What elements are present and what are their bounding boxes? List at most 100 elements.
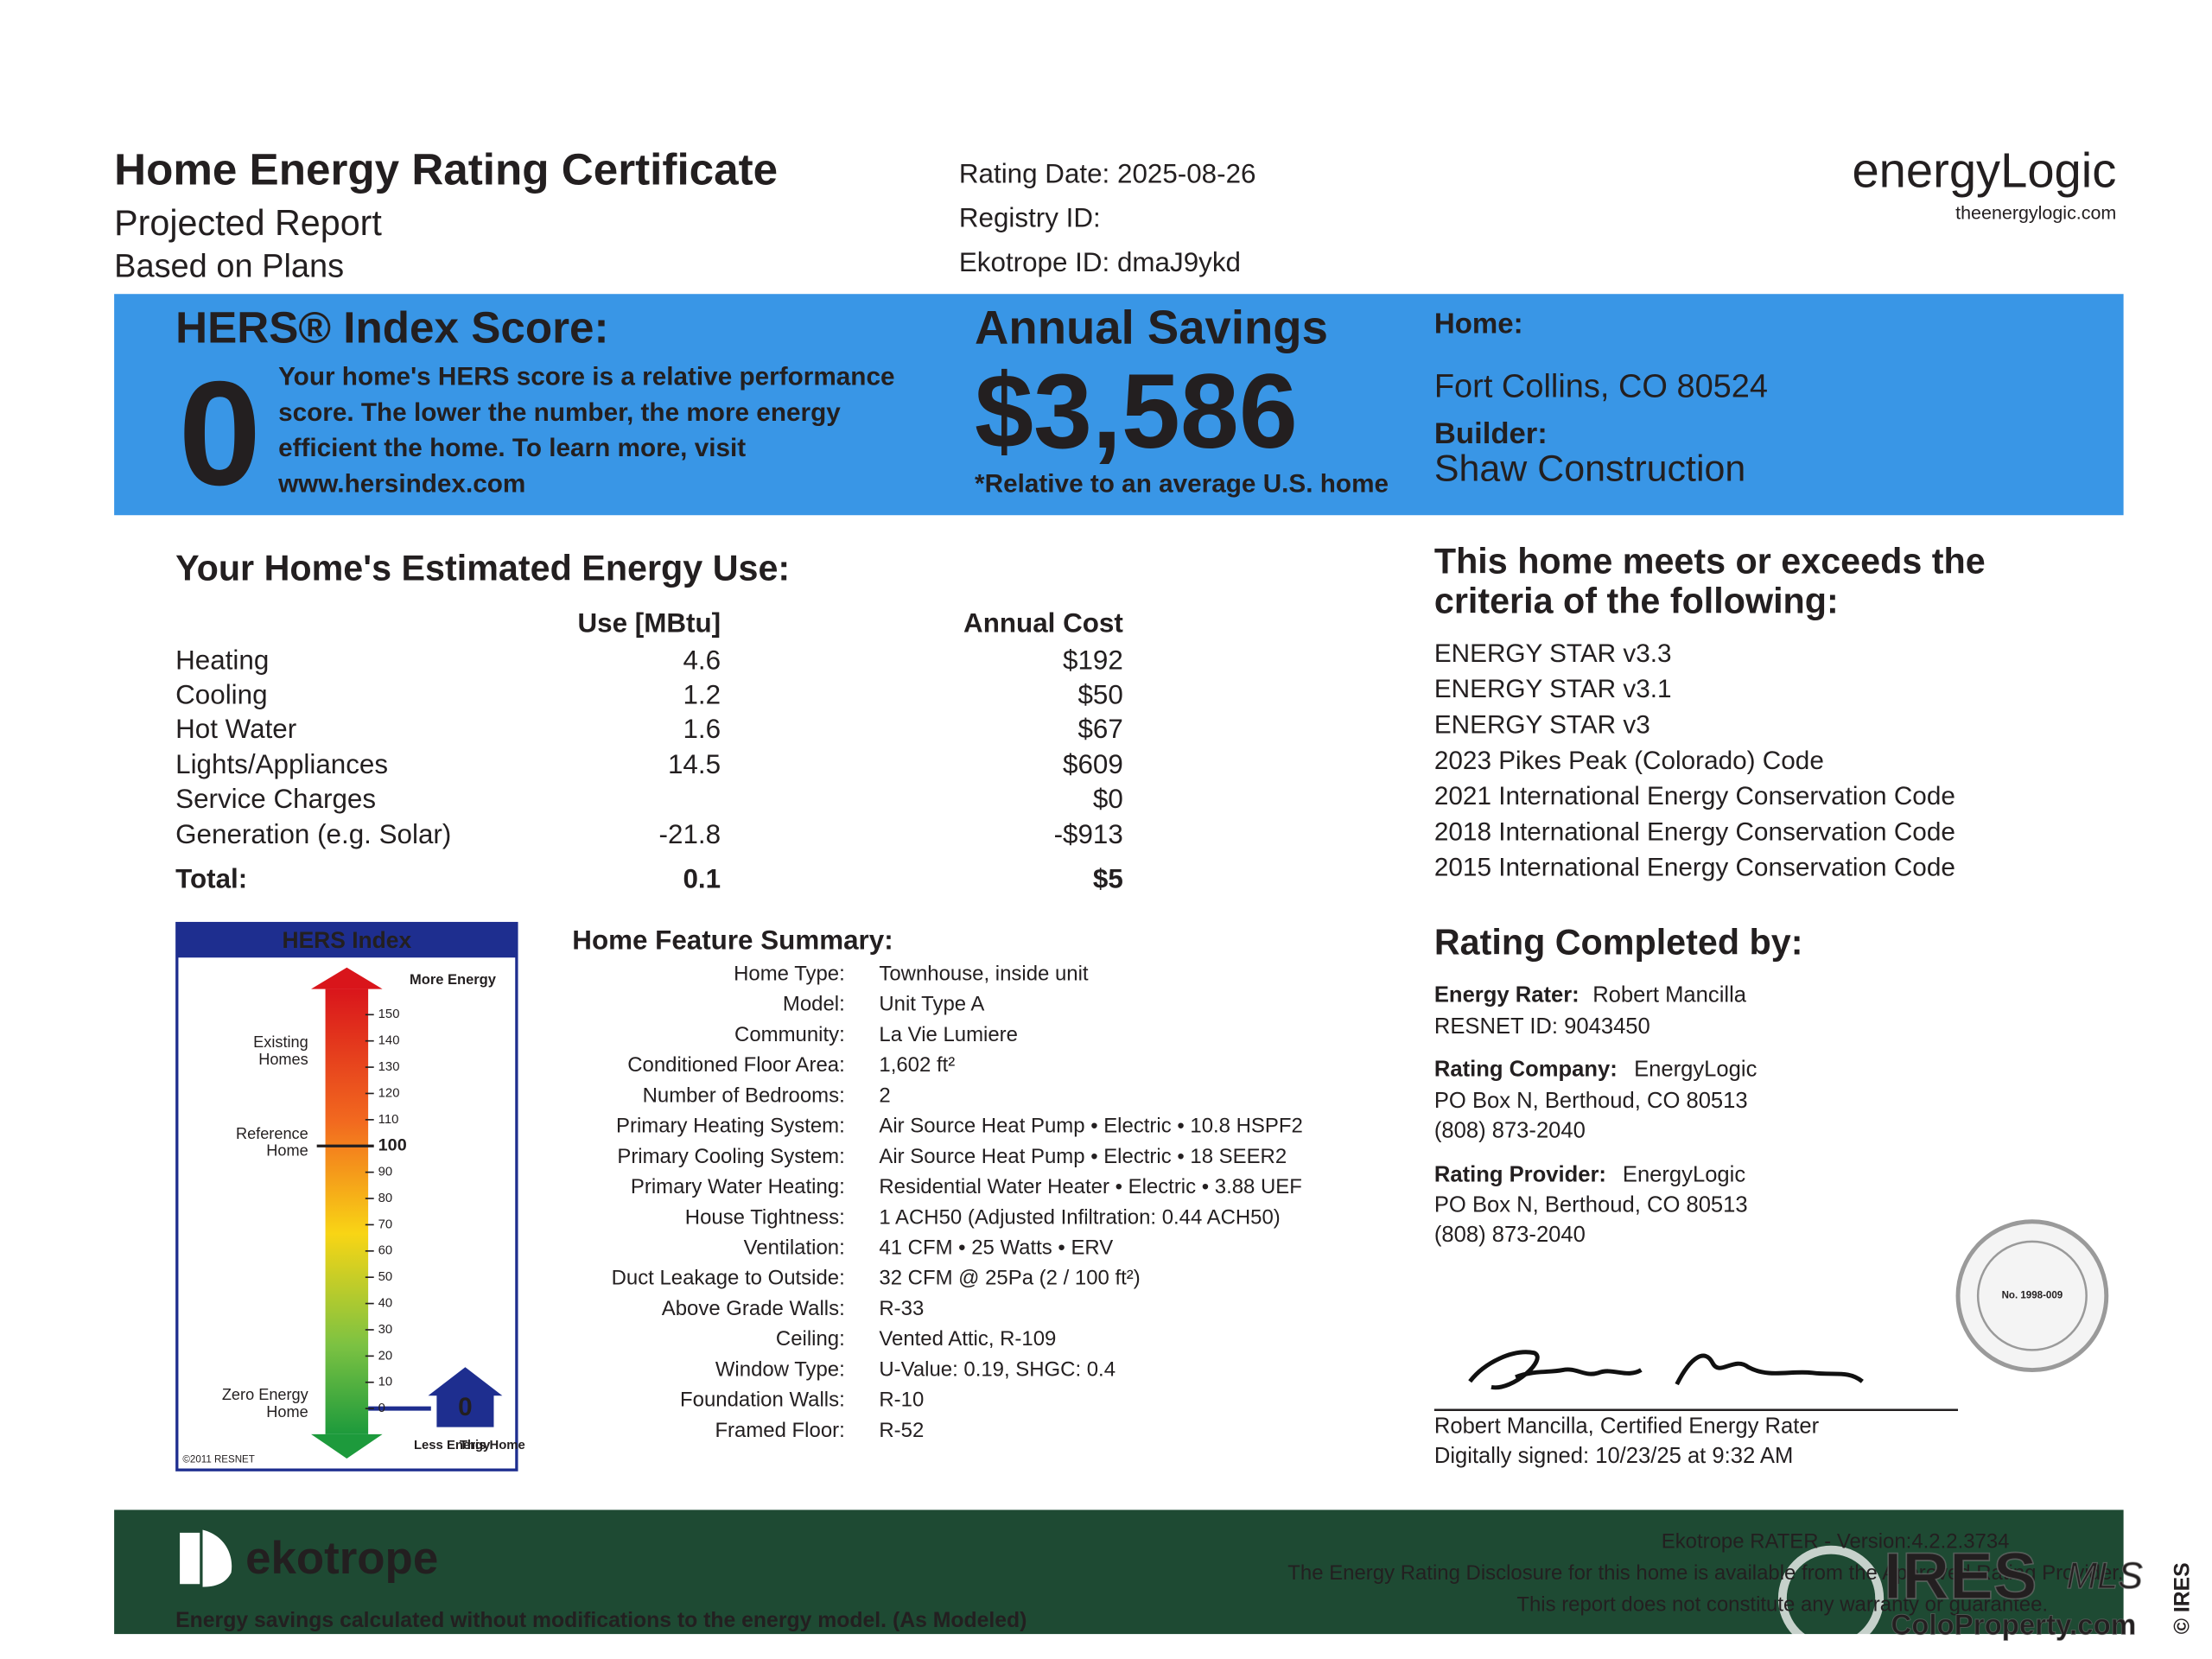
criteria-item: 2021 International Energy Conservation C… — [1434, 782, 1955, 810]
up-arrow — [311, 967, 383, 989]
feature-label: Framed Floor: — [715, 1419, 844, 1442]
feature-value: Air Source Heat Pump • Electric • 18 SEE… — [879, 1145, 1287, 1168]
scale-label: 70 — [378, 1217, 393, 1231]
scale-annotation: Existing — [253, 1033, 308, 1051]
feature-label: Community: — [734, 1023, 845, 1046]
feature-value: Air Source Heat Pump • Electric • 10.8 H… — [879, 1115, 1302, 1138]
down-arrow — [311, 1433, 383, 1459]
feature-value: U-Value: 0.19, SHGC: 0.4 — [879, 1357, 1116, 1381]
copyright: ©2011 RESNET — [182, 1455, 254, 1465]
watermark-brand: IRES — [1884, 1540, 2037, 1613]
scale-annotation: Reference — [236, 1125, 308, 1142]
scale-label: 50 — [378, 1270, 393, 1284]
feature-label: House Tightness: — [685, 1205, 845, 1229]
footer-version: Ekotrope RATER - Version:4.2.2.3734 — [1662, 1530, 2010, 1554]
registry-id: Registry ID: — [959, 203, 1101, 233]
title: Home Energy Rating Certificate — [114, 144, 778, 194]
scale-label: 120 — [378, 1086, 400, 1100]
home-label: Home: — [1434, 307, 1523, 339]
more-energy: More Energy — [410, 972, 497, 988]
hers-description: Your home's HERS score is a relative per… — [278, 363, 894, 391]
signature — [1468, 1350, 1864, 1390]
scale-label: 130 — [378, 1060, 400, 1074]
watermark-mls: MLS — [2067, 1555, 2144, 1597]
section-title: Rating Completed by: — [1434, 922, 1803, 962]
provider-label: Rating Provider: — [1434, 1163, 1606, 1187]
company-phone: (808) 873-2040 — [1434, 1118, 1586, 1142]
feature-value: Residential Water Heater • Electric • 3.… — [879, 1175, 1301, 1198]
row-use: 4.6 — [683, 645, 721, 676]
row-label: Lights/Appliances — [175, 749, 388, 779]
feature-value: 1,602 ft² — [879, 1053, 955, 1077]
row-cost: $0 — [1093, 784, 1123, 814]
section-title: This home meets or exceeds the — [1434, 541, 1986, 581]
section-title: Home Feature Summary: — [572, 925, 893, 955]
subtitle: Projected Report — [114, 203, 382, 243]
feature-value: Unit Type A — [879, 993, 984, 1016]
scale-label: 20 — [378, 1349, 393, 1363]
scale-label: 30 — [378, 1323, 393, 1337]
hers-description: www.hersindex.com — [277, 469, 525, 498]
scale-label: 90 — [378, 1166, 393, 1179]
signature-name: Robert Mancilla, Certified Energy Rater — [1434, 1414, 1820, 1438]
feature-label: Ventilation: — [744, 1236, 845, 1259]
feature-label: Model: — [783, 993, 845, 1016]
footer-note: Energy savings calculated without modifi… — [175, 1609, 1027, 1632]
criteria-item: ENERGY STAR v3 — [1434, 711, 1650, 740]
hers-heading: HERS® Index Score: — [175, 303, 608, 353]
signed-date: Digitally signed: 10/23/25 at 9:32 AM — [1434, 1444, 1793, 1468]
total-cost: $5 — [1093, 863, 1123, 893]
hers-score: 0 — [179, 352, 262, 517]
row-cost: $67 — [1077, 714, 1122, 744]
row-label: Hot Water — [175, 714, 296, 744]
company: EnergyLogic — [1634, 1057, 1757, 1081]
feature-label: Duct Leakage to Outside: — [612, 1267, 845, 1290]
feature-value: 32 CFM @ 25Pa (2 / 100 ft²) — [879, 1267, 1140, 1290]
row-use: 1.6 — [683, 714, 721, 744]
builder: Shaw Construction — [1434, 448, 1745, 489]
feature-label: Primary Water Heating: — [631, 1175, 845, 1198]
feature-label: Window Type: — [715, 1357, 845, 1381]
row-label: Generation (e.g. Solar) — [175, 819, 451, 849]
total-label: Total: — [175, 863, 247, 893]
feature-label: Ceiling: — [776, 1327, 845, 1351]
rater: Robert Mancilla — [1592, 983, 1747, 1007]
criteria-item: 2023 Pikes Peak (Colorado) Code — [1434, 747, 1824, 775]
rating-date: Rating Date: 2025-08-26 — [959, 158, 1256, 188]
scale-label: 150 — [378, 1007, 400, 1021]
scale-annotation: Home — [266, 1403, 308, 1421]
row-label: Cooling — [175, 679, 267, 709]
column-header: Annual Cost — [963, 608, 1123, 639]
rater-label: Energy Rater: — [1434, 983, 1580, 1007]
logo-url: theenergylogic.com — [1955, 202, 2116, 223]
scale-label: 140 — [378, 1034, 400, 1048]
provider-address: PO Box N, Berthoud, CO 80513 — [1434, 1192, 1748, 1217]
hers-chart-title: HERS Index — [283, 927, 412, 953]
hers-scale-bar — [325, 988, 369, 1434]
row-cost: $609 — [1063, 749, 1123, 779]
feature-value: 41 CFM • 25 Watts • ERV — [879, 1236, 1113, 1259]
criteria-item: 2018 International Energy Conservation C… — [1434, 817, 1955, 846]
feature-label: Home Type: — [734, 962, 845, 985]
feature-label: Primary Cooling System: — [617, 1145, 844, 1168]
less-energy: Less Energy — [414, 1439, 491, 1452]
logo: energyLogic — [1852, 143, 2116, 197]
row-label: Service Charges — [175, 784, 376, 814]
hers-description: score. The lower the number, the more en… — [278, 398, 841, 427]
house-icon — [428, 1367, 503, 1427]
provider-phone: (808) 873-2040 — [1434, 1223, 1586, 1247]
seal-text: No. 1998-009 — [2002, 1291, 2063, 1301]
seal — [1955, 1219, 2109, 1373]
company-label: Rating Company: — [1434, 1057, 1618, 1081]
total-use: 0.1 — [683, 863, 721, 893]
provider: EnergyLogic — [1623, 1163, 1745, 1187]
scale-label: 60 — [378, 1244, 393, 1258]
feature-value: R-10 — [879, 1389, 924, 1412]
section-title: Your Home's Estimated Energy Use: — [175, 549, 790, 588]
scale-label: 10 — [378, 1376, 393, 1389]
feature-value: La Vie Lumiere — [879, 1023, 1018, 1046]
ekotrope-icon — [180, 1529, 232, 1587]
hers-chart-header — [176, 923, 517, 958]
feature-value: 2 — [879, 1084, 890, 1107]
